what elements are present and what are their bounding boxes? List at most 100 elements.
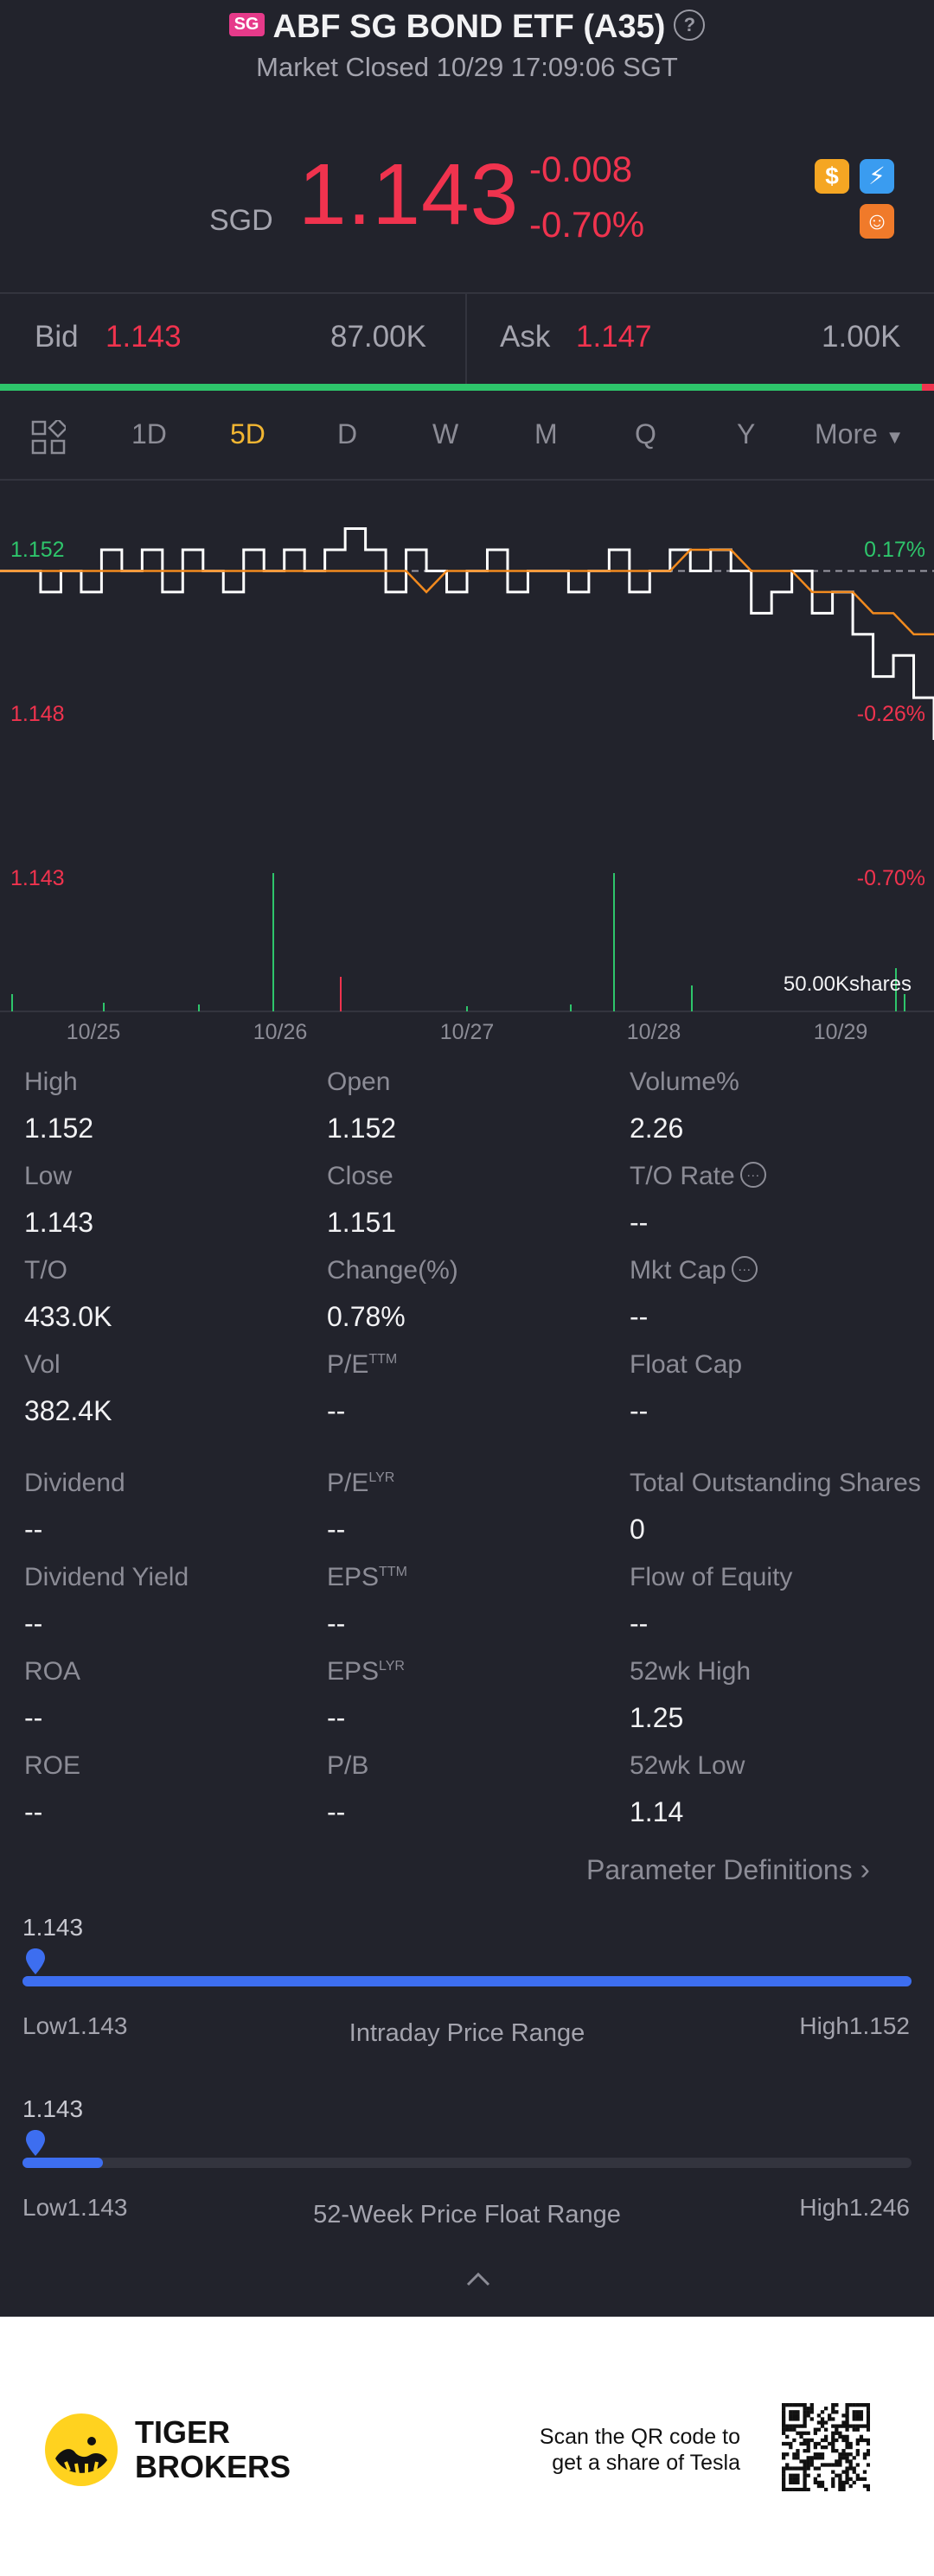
brand-line2: BROKERS <box>135 2449 291 2484</box>
stat-label-text: Low <box>24 1162 73 1190</box>
ask-label: Ask <box>500 320 551 354</box>
tab-d[interactable]: D <box>337 418 358 450</box>
y-left-tick: 1.152 <box>10 538 65 562</box>
parameter-definitions-label: Parameter Definitions <box>586 1854 853 1885</box>
x-tick: 10/25 <box>67 1020 121 1044</box>
y-right-tick: -0.26% <box>857 702 925 726</box>
qr-text-line1: Scan the QR code to <box>539 2425 740 2449</box>
stat-label-text: T/O Rate <box>630 1162 735 1190</box>
intraday-high: High1.152 <box>799 2012 910 2039</box>
week52-marker-icon <box>26 2130 45 2156</box>
stat-value: -- <box>24 1702 43 1733</box>
stat-label-text: 52wk Low <box>630 1751 745 1780</box>
stat-label: P/ELYR <box>327 1469 394 1498</box>
week52-current: 1.143 <box>22 2095 84 2122</box>
market-badge: SG <box>228 13 265 37</box>
tab-q[interactable]: Q <box>635 418 656 450</box>
stat-label[interactable]: T/O Rate… <box>630 1162 766 1191</box>
week52-high: High1.246 <box>799 2194 910 2221</box>
price-chart[interactable]: 1.152 1.148 1.143 0.17% -0.26% -0.70% 10/25 10/… <box>0 481 934 1051</box>
stat-label: Total Outstanding Shares <box>630 1469 921 1498</box>
volume-label: 50.00Kshares <box>784 972 912 996</box>
help-icon[interactable]: ? <box>674 9 706 41</box>
stat-label-text: Flow of Equity <box>630 1563 793 1591</box>
stat-label-text: Dividend Yield <box>24 1563 189 1591</box>
info-icon[interactable]: … <box>731 1256 758 1283</box>
x-tick: 10/28 <box>627 1020 681 1044</box>
bid-price: 1.143 <box>106 320 182 354</box>
parameter-definitions-link[interactable]: Parameter Definitions › <box>586 1853 870 1887</box>
stat-value: -- <box>327 1514 346 1545</box>
y-right-tick: -0.70% <box>857 866 925 890</box>
stat-label-text: High <box>24 1068 78 1096</box>
stat-label: Close <box>327 1162 393 1191</box>
footer-banner: TIGER BROKERS Scan the QR code to get a … <box>0 2317 934 2576</box>
stat-value: -- <box>630 1395 649 1426</box>
week52-title: 52-Week Price Float Range <box>313 2201 621 2228</box>
intraday-title: Intraday Price Range <box>349 2019 585 2047</box>
stat-label: Low <box>24 1162 72 1191</box>
chart-grid <box>0 570 934 1012</box>
stat-label-text: 52wk High <box>630 1657 752 1686</box>
stat-label: P/ETTM <box>327 1350 397 1380</box>
stat-label-text: EPS <box>327 1657 380 1686</box>
stat-label-text: Total Outstanding Shares <box>630 1469 921 1497</box>
intraday-current: 1.143 <box>22 1914 84 1941</box>
stat-label-text: Change(%) <box>327 1256 458 1285</box>
y-left-tick: 1.148 <box>10 702 65 726</box>
stat-label: ROA <box>24 1657 80 1687</box>
tab-5d[interactable]: 5D <box>230 418 265 450</box>
bid-ask-divider <box>465 292 467 386</box>
stat-label: ROE <box>24 1751 80 1781</box>
stat-label-sup: LYR <box>379 1659 405 1674</box>
stat-label-text: Volume% <box>630 1068 739 1096</box>
stat-label-sup: TTM <box>379 1565 407 1579</box>
stat-label-text: ROE <box>24 1751 81 1780</box>
intraday-low: Low1.143 <box>22 2012 128 2039</box>
title-row: SG ABF SG BOND ETF (A35)? <box>0 9 934 46</box>
stat-value: 2.26 <box>630 1113 684 1144</box>
stat-label-sup: TTM <box>368 1352 398 1367</box>
tab-m[interactable]: M <box>534 418 558 450</box>
bid-ask-bar: Bid 1.143 87.00K Ask 1.147 1.00K <box>0 292 934 387</box>
chart-labels: 1.152 1.148 1.143 0.17% -0.26% -0.70% 10/25 10/… <box>10 538 925 1044</box>
tab-w[interactable]: W <box>432 418 459 450</box>
layout-grid-icon[interactable] <box>31 420 66 455</box>
tab-1d[interactable]: 1D <box>131 418 167 450</box>
stat-value: 1.143 <box>24 1207 94 1238</box>
price-change: -0.008 <box>529 149 633 189</box>
dollar-icon[interactable]: $ <box>815 159 849 194</box>
stat-value: -- <box>24 1796 43 1827</box>
week52-range-fill <box>22 2158 103 2168</box>
chevron-up-icon[interactable] <box>465 2270 491 2287</box>
orange-chat-icon[interactable]: ☺ <box>860 204 894 239</box>
last-price: 1.143 <box>298 146 520 243</box>
stat-label: Open <box>327 1068 390 1097</box>
stat-label: 52wk Low <box>630 1751 745 1781</box>
stat-label[interactable]: Mkt Cap… <box>630 1256 758 1285</box>
stat-label: Float Cap <box>630 1350 742 1380</box>
lightning-icon[interactable]: ⚡ <box>860 159 894 194</box>
bid-ratio-bar <box>0 384 922 391</box>
x-tick: 10/27 <box>440 1020 495 1044</box>
stat-value: 1.151 <box>327 1207 397 1238</box>
stat-value: 0 <box>630 1514 645 1545</box>
qr-code[interactable] <box>782 2403 870 2491</box>
chevron-down-icon: ▼ <box>885 426 905 448</box>
tiger-logo-icon <box>45 2413 118 2486</box>
stat-label-text: P/B <box>327 1751 369 1780</box>
tab-more[interactable]: More ▼ <box>815 418 905 450</box>
stat-label: Dividend <box>24 1469 125 1498</box>
stat-value: -- <box>327 1796 346 1827</box>
volume-bars <box>11 873 905 1011</box>
price-line <box>0 527 934 740</box>
info-icon[interactable]: … <box>739 1162 766 1189</box>
chevron-right-icon: › <box>860 1853 870 1886</box>
stat-label-text: EPS <box>327 1563 380 1591</box>
intraday-marker-icon <box>26 1948 45 1974</box>
tab-more-label: More <box>815 418 878 450</box>
bid-label: Bid <box>35 320 79 354</box>
brand-line1: TIGER <box>135 2414 231 2450</box>
tab-y[interactable]: Y <box>737 418 756 450</box>
stat-label: Vol <box>24 1350 61 1380</box>
